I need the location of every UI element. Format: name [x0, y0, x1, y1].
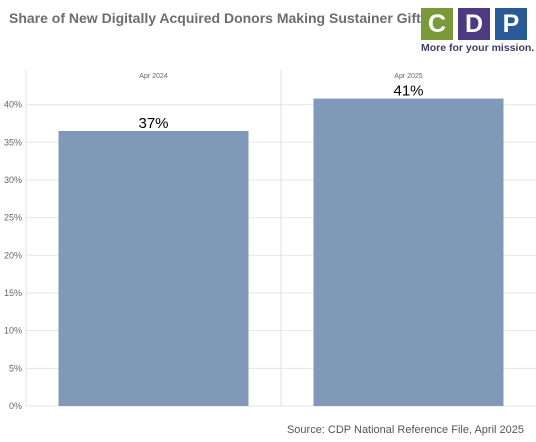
logo-letter-d: D — [458, 8, 490, 40]
y-tick-label: 30% — [4, 175, 22, 185]
y-tick-label: 35% — [4, 137, 22, 147]
y-tick-label: 25% — [4, 213, 22, 223]
logo-letter-c: C — [421, 8, 453, 40]
data-label: 41% — [393, 83, 423, 100]
category-label: Apr 2024 — [139, 73, 168, 80]
y-tick-label: 40% — [4, 100, 22, 110]
data-label: 37% — [138, 115, 168, 132]
bar — [313, 98, 504, 406]
y-tick-label: 15% — [4, 288, 22, 298]
y-tick-label: 5% — [9, 363, 22, 373]
y-tick-label: 0% — [9, 401, 22, 411]
bar-chart: 0% 5% 10% 15% 20% 25% 30% 35% 40% Apr 2024 37% Apr … — [4, 70, 536, 411]
category-label: Apr 2025 — [394, 73, 423, 80]
bar — [58, 130, 249, 406]
logo-letter-p: P — [495, 8, 527, 40]
source-note: Source: CDP National Reference File, Apr… — [286, 424, 524, 436]
chart-title: Share of New Digitally Acquired Donors M… — [9, 10, 429, 26]
y-tick-label: 10% — [4, 326, 22, 336]
logo-tagline: More for your mission. — [421, 42, 535, 54]
y-tick-label: 20% — [4, 250, 22, 260]
cdp-logo: C D P More for your mission. — [421, 8, 535, 54]
